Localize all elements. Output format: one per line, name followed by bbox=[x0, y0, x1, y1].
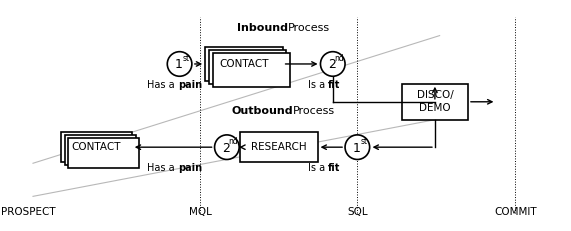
Bar bbox=[402, 84, 468, 120]
Text: DEMO: DEMO bbox=[419, 103, 451, 113]
Circle shape bbox=[345, 135, 369, 159]
Text: 1: 1 bbox=[352, 142, 360, 155]
Text: nd: nd bbox=[228, 137, 238, 146]
Text: Inbound: Inbound bbox=[238, 23, 288, 33]
Circle shape bbox=[320, 52, 345, 76]
Bar bbox=[205, 47, 283, 81]
Text: st: st bbox=[360, 137, 368, 146]
Text: 2: 2 bbox=[328, 58, 336, 71]
Text: CONTACT: CONTACT bbox=[219, 59, 268, 69]
Bar bbox=[240, 132, 317, 162]
Text: 2: 2 bbox=[222, 142, 230, 155]
Bar bbox=[209, 50, 287, 84]
Text: nd: nd bbox=[335, 54, 344, 63]
Text: Process: Process bbox=[288, 23, 331, 33]
Text: SQL: SQL bbox=[347, 207, 368, 217]
Bar bbox=[61, 132, 132, 162]
Text: fit: fit bbox=[328, 80, 340, 90]
Circle shape bbox=[167, 52, 192, 76]
Text: Is a: Is a bbox=[308, 80, 328, 90]
Text: CONTACT: CONTACT bbox=[71, 142, 121, 152]
Text: COMMIT: COMMIT bbox=[494, 207, 537, 217]
Bar bbox=[69, 138, 139, 168]
Text: RESEARCH: RESEARCH bbox=[251, 142, 307, 152]
Text: 1: 1 bbox=[175, 58, 183, 71]
Text: PROSPECT: PROSPECT bbox=[2, 207, 56, 217]
Bar bbox=[65, 135, 135, 165]
Text: Is a: Is a bbox=[308, 163, 328, 173]
Text: Process: Process bbox=[293, 106, 335, 116]
Text: DISCO/: DISCO/ bbox=[416, 90, 453, 100]
Text: Outbound: Outbound bbox=[232, 106, 293, 116]
Text: Has a: Has a bbox=[147, 80, 178, 90]
Text: pain: pain bbox=[178, 80, 202, 90]
Text: fit: fit bbox=[328, 163, 340, 173]
Text: st: st bbox=[183, 54, 190, 63]
Text: Has a: Has a bbox=[147, 163, 178, 173]
Bar bbox=[212, 53, 290, 87]
Circle shape bbox=[215, 135, 239, 159]
Text: pain: pain bbox=[178, 163, 202, 173]
Text: MQL: MQL bbox=[189, 207, 212, 217]
